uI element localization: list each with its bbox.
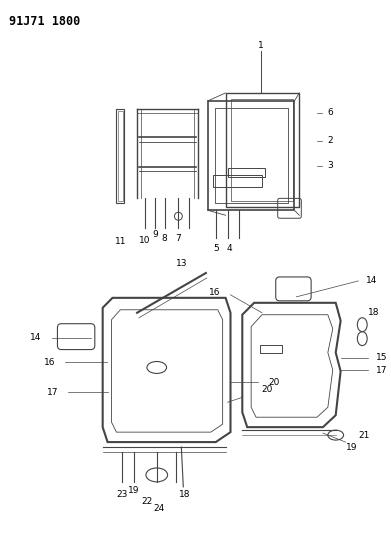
Bar [231,99,293,201]
Text: 19: 19 [128,486,140,495]
Text: 11: 11 [115,237,126,246]
Bar [208,101,294,211]
Text: 13: 13 [176,259,187,268]
Text: 8: 8 [162,233,167,243]
Bar [260,345,282,352]
Text: 18: 18 [179,490,190,499]
Bar [118,111,123,201]
Text: 21: 21 [358,431,370,440]
Text: 23: 23 [117,490,128,499]
Text: 16: 16 [44,358,56,367]
Text: 7: 7 [176,233,181,243]
Text: 20: 20 [261,385,273,394]
Text: 3: 3 [327,161,333,170]
Text: 15: 15 [376,353,387,362]
Text: 14: 14 [30,333,42,342]
Text: 10: 10 [139,236,151,245]
Text: 22: 22 [141,497,152,506]
Text: 20: 20 [268,378,279,387]
Text: 18: 18 [368,308,380,317]
Bar [117,109,124,203]
Text: 91J71 1800: 91J71 1800 [9,15,81,28]
Text: 2: 2 [327,136,333,145]
Text: 24: 24 [153,504,164,513]
Text: 6: 6 [327,108,333,117]
Text: 19: 19 [346,442,357,451]
Bar [213,175,262,188]
Text: 9: 9 [152,230,158,239]
Bar [226,93,300,207]
Text: 17: 17 [47,388,58,397]
Text: 5: 5 [213,244,219,253]
Text: 14: 14 [366,277,378,286]
Text: 1: 1 [258,41,264,50]
Bar [215,108,287,203]
Text: 16: 16 [209,288,221,297]
Text: 4: 4 [227,244,232,253]
Text: 17: 17 [376,366,387,375]
Bar [228,167,265,177]
